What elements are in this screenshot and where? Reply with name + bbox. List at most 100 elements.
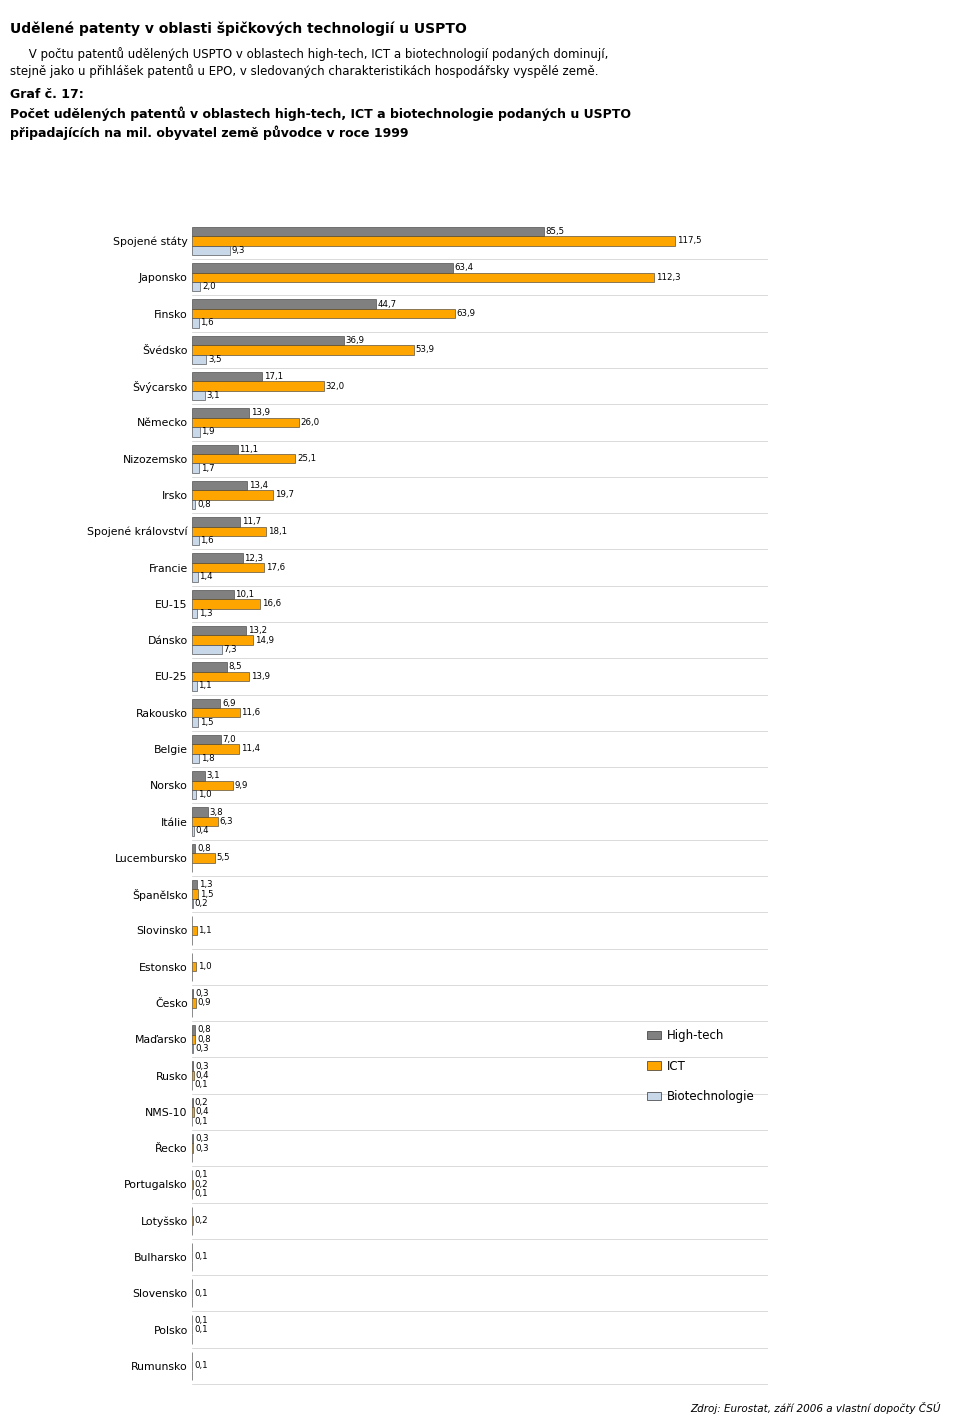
Text: 1,1: 1,1 (198, 926, 212, 935)
Text: 0,1: 0,1 (194, 1080, 207, 1090)
Bar (192, 237, 676, 245)
Bar (192, 553, 243, 563)
Text: 6,9: 6,9 (222, 698, 235, 708)
Bar (192, 889, 198, 899)
Bar (192, 418, 299, 428)
Bar (192, 372, 262, 382)
Text: 0,3: 0,3 (195, 1144, 208, 1153)
Bar (192, 1143, 193, 1153)
Bar (192, 445, 238, 455)
Text: 0,3: 0,3 (195, 989, 208, 997)
Bar (192, 318, 199, 328)
Bar (192, 500, 195, 509)
Text: Zdroj: Eurostat, září 2006 a vlastní dopočty ČSÚ: Zdroj: Eurostat, září 2006 a vlastní dop… (690, 1402, 941, 1414)
Bar (192, 490, 273, 500)
Bar (192, 926, 197, 935)
Text: 1,3: 1,3 (199, 608, 212, 618)
Text: Graf č. 17:: Graf č. 17: (10, 88, 84, 101)
Text: 1,0: 1,0 (198, 962, 211, 972)
Text: 0,2: 0,2 (195, 1180, 208, 1188)
Text: 3,8: 3,8 (209, 808, 223, 817)
Text: 1,6: 1,6 (201, 318, 214, 328)
Text: 0,8: 0,8 (197, 1035, 210, 1043)
Text: 8,5: 8,5 (228, 663, 242, 671)
Text: 0,3: 0,3 (195, 1062, 208, 1070)
Bar (192, 355, 206, 363)
Bar (192, 336, 344, 345)
Bar (192, 698, 221, 708)
Text: 5,5: 5,5 (216, 854, 229, 862)
Text: 1,5: 1,5 (200, 889, 213, 899)
Text: 63,9: 63,9 (457, 309, 475, 318)
Text: 9,3: 9,3 (232, 247, 246, 255)
Bar (192, 771, 204, 781)
Bar (192, 517, 240, 526)
Bar (192, 455, 296, 463)
Text: 0,3: 0,3 (195, 1134, 208, 1143)
Bar (192, 881, 198, 889)
Text: 7,0: 7,0 (223, 735, 236, 744)
Text: 6,3: 6,3 (220, 817, 233, 826)
Bar (192, 573, 198, 581)
Bar (192, 1045, 193, 1053)
Bar (192, 817, 218, 826)
Text: 0,1: 0,1 (194, 1315, 207, 1325)
Text: 26,0: 26,0 (300, 418, 320, 428)
Text: 44,7: 44,7 (377, 299, 396, 309)
Text: 0,1: 0,1 (194, 1190, 207, 1198)
Text: 0,4: 0,4 (195, 1107, 209, 1116)
Text: 0,1: 0,1 (194, 1253, 207, 1261)
Text: 17,6: 17,6 (266, 563, 285, 571)
Text: 19,7: 19,7 (275, 490, 294, 499)
Text: Udělené patenty v oblasti špičkových technologií u USPTO: Udělené patenty v oblasti špičkových tec… (10, 21, 467, 36)
Text: 1,0: 1,0 (198, 791, 211, 799)
Text: 1,1: 1,1 (198, 681, 212, 690)
Text: 2,0: 2,0 (202, 282, 215, 291)
Text: 11,1: 11,1 (239, 445, 258, 453)
Bar (192, 663, 227, 671)
Bar (192, 681, 197, 691)
Text: stejně jako u přihlášek patentů u EPO, v sledovaných charakteristikách hospodářs: stejně jako u přihlášek patentů u EPO, v… (10, 64, 598, 78)
Text: 0,2: 0,2 (195, 899, 208, 908)
Text: 0,2: 0,2 (195, 1097, 208, 1107)
Text: V počtu patentů udělených USPTO v oblastech high-tech, ICT a biotechnologií poda: V počtu patentů udělených USPTO v oblast… (10, 47, 608, 61)
Bar (192, 626, 247, 636)
Bar (192, 1107, 194, 1117)
Text: 85,5: 85,5 (545, 227, 564, 237)
Bar (192, 408, 250, 418)
Text: 1,9: 1,9 (202, 428, 215, 436)
Bar (192, 428, 200, 436)
Bar (192, 999, 196, 1007)
Text: 11,7: 11,7 (242, 517, 261, 526)
Bar (192, 671, 250, 681)
Bar (192, 744, 239, 754)
Bar (192, 536, 199, 546)
Text: 13,4: 13,4 (249, 482, 268, 490)
Bar (192, 644, 222, 654)
Bar (192, 826, 194, 835)
Text: 13,9: 13,9 (251, 671, 270, 681)
Text: 11,4: 11,4 (241, 744, 259, 754)
Text: 32,0: 32,0 (325, 382, 345, 390)
Bar (192, 590, 233, 598)
Text: 1,7: 1,7 (201, 463, 214, 473)
Text: 16,6: 16,6 (262, 600, 281, 608)
Text: 13,2: 13,2 (248, 626, 267, 636)
Text: 0,4: 0,4 (195, 826, 209, 835)
Text: 63,4: 63,4 (454, 264, 473, 272)
Bar (192, 636, 253, 646)
Text: 0,8: 0,8 (197, 844, 210, 854)
Text: 1,3: 1,3 (199, 881, 212, 889)
Text: 112,3: 112,3 (656, 272, 681, 282)
Text: 1,4: 1,4 (200, 573, 213, 581)
Bar (192, 382, 324, 390)
Bar (192, 1062, 193, 1070)
Bar (192, 272, 654, 282)
Text: 25,1: 25,1 (297, 455, 316, 463)
Text: 7,3: 7,3 (224, 646, 237, 654)
Bar (192, 1070, 194, 1080)
Bar (192, 563, 264, 573)
Bar (192, 264, 453, 272)
Bar (192, 735, 221, 744)
Text: 17,1: 17,1 (264, 372, 283, 380)
